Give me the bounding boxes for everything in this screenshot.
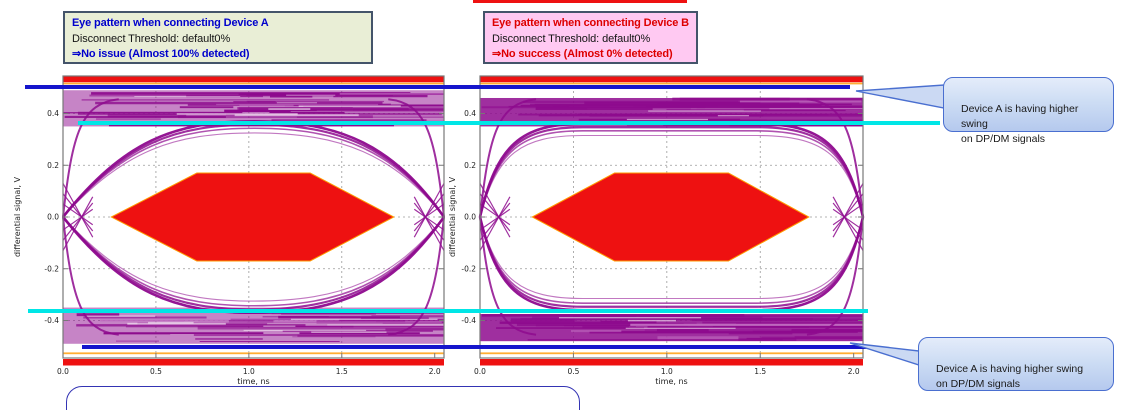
- x-tick-label: 1.5: [754, 367, 766, 376]
- y-tick-label: 0.4: [47, 109, 59, 118]
- label-box-device-b-result: ⇒No success (Almost 0% detected): [492, 48, 673, 60]
- x-axis-label: time, ns: [655, 377, 687, 386]
- bottom-trace-band: [480, 314, 863, 342]
- y-tick-label: 0.4: [464, 109, 476, 118]
- axis-ticks-and-labels: 0.0 0.5 1.0 1.5 2.0 0.4 0.2 0.0 -0.2 -0.4 time, ns…: [13, 109, 444, 386]
- device-b-level-top-line: [78, 121, 940, 125]
- x-tick-label: 0.5: [150, 367, 162, 376]
- y-tick-label: 0.2: [464, 161, 476, 170]
- top-red-rail: [63, 76, 444, 83]
- label-box-device-b: Eye pattern when connecting Device B Dis…: [483, 11, 698, 64]
- callout-higher-swing-bottom-text: Device A is having higher swing on DP/DM…: [936, 363, 1084, 390]
- y-tick-label: -0.4: [461, 316, 476, 325]
- device-a-swing-bottom-line: [82, 345, 872, 349]
- eye-mask-hexagon: [110, 172, 395, 262]
- callout-higher-swing-bottom: Device A is having higher swing on DP/DM…: [918, 337, 1114, 391]
- y-tick-label: 0.0: [464, 213, 476, 222]
- x-tick-label: 1.0: [243, 367, 255, 376]
- callout-tail-top: [855, 84, 945, 109]
- eye-traces: [478, 98, 865, 336]
- y-tick-label: 0.0: [47, 213, 59, 222]
- axis-ticks-and-labels: 0.0 0.5 1.0 1.5 2.0 0.4 0.2 0.0 -0.2 -0.4 time, ns…: [448, 109, 863, 386]
- eye-mask-hexagon: [531, 172, 810, 262]
- top-red-strip: [473, 0, 687, 3]
- x-tick-label: 0.0: [474, 367, 486, 376]
- bottom-red-rail: [480, 359, 863, 366]
- y-axis-label: differential signal, V: [448, 176, 457, 257]
- y-tick-label: -0.2: [461, 264, 476, 273]
- x-tick-label: 0.5: [567, 367, 579, 376]
- top-orange-line: [480, 82, 863, 85]
- x-tick-label: 2.0: [848, 367, 860, 376]
- x-axis-label: time, ns: [237, 377, 269, 386]
- x-tick-label: 1.5: [336, 367, 348, 376]
- y-axis-label: differential signal, V: [13, 176, 22, 257]
- label-box-device-a-result: ⇒No issue (Almost 100% detected): [72, 48, 250, 60]
- top-orange-line: [63, 82, 444, 85]
- cut-off-annotation-box: [66, 386, 580, 410]
- top-trace-band: [63, 90, 444, 127]
- y-tick-label: -0.2: [44, 264, 59, 273]
- y-tick-label: -0.4: [44, 316, 59, 325]
- device-b-level-bottom-line: [28, 309, 868, 313]
- callout-higher-swing-top-text: Device A is having higher swing on DP/DM…: [961, 103, 1079, 145]
- label-box-device-a-threshold: Disconnect Threshold: default0%: [72, 32, 231, 45]
- callout-higher-swing-top: Device A is having higher swing on DP/DM…: [943, 77, 1114, 145]
- label-box-device-b-title: Eye pattern when connecting Device B: [492, 17, 689, 29]
- x-tick-label: 0.0: [57, 367, 69, 376]
- top-red-rail: [480, 76, 863, 83]
- label-box-device-a-title: Eye pattern when connecting Device A: [72, 17, 269, 29]
- device-a-swing-top-line: [25, 85, 850, 89]
- y-tick-label: 0.2: [47, 161, 59, 170]
- bottom-red-rail: [63, 359, 444, 366]
- x-tick-label: 2.0: [429, 367, 441, 376]
- bottom-orange-line: [480, 352, 863, 355]
- bottom-orange-line: [63, 352, 444, 355]
- label-box-device-a: Eye pattern when connecting Device A Dis…: [63, 11, 373, 64]
- x-tick-label: 1.0: [661, 367, 673, 376]
- label-box-device-b-threshold: Disconnect Threshold: default0%: [492, 32, 651, 45]
